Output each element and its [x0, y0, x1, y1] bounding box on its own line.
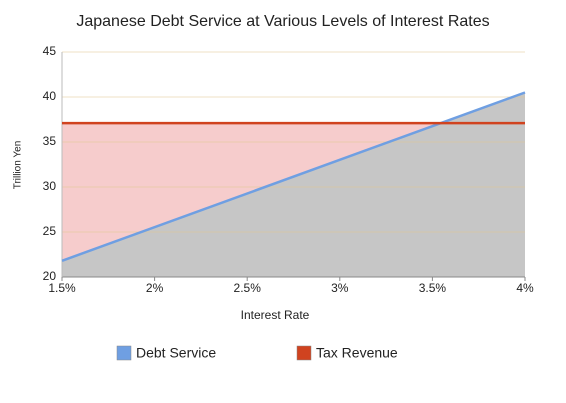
line-series	[61, 91, 526, 262]
legend-label: Tax Revenue	[316, 345, 398, 361]
x-tick-label: 3%	[331, 281, 349, 295]
x-tick-label: 1.5%	[48, 281, 76, 295]
y-tick-label: 40	[43, 89, 57, 103]
x-tick-label: 2%	[146, 281, 164, 295]
x-tick-label: 4%	[516, 281, 534, 295]
legend-swatch	[116, 345, 132, 361]
area-debt	[62, 92, 525, 277]
x-axis-label: Interest Rate	[241, 308, 310, 322]
y-tick-label: 35	[43, 134, 57, 148]
legend-swatch	[296, 345, 312, 361]
chart-title: Japanese Debt Service at Various Levels …	[76, 13, 489, 30]
y-tick-label: 45	[43, 44, 57, 58]
y-tick-label: 25	[43, 224, 57, 238]
y-tick-label: 30	[43, 179, 57, 193]
legend-label: Debt Service	[136, 345, 216, 361]
y-axis-label: Trillion Yen	[13, 141, 24, 190]
y-tick-label: 20	[43, 269, 57, 283]
x-tick-label: 2.5%	[234, 281, 262, 295]
x-tick-label: 3.5%	[419, 281, 447, 295]
